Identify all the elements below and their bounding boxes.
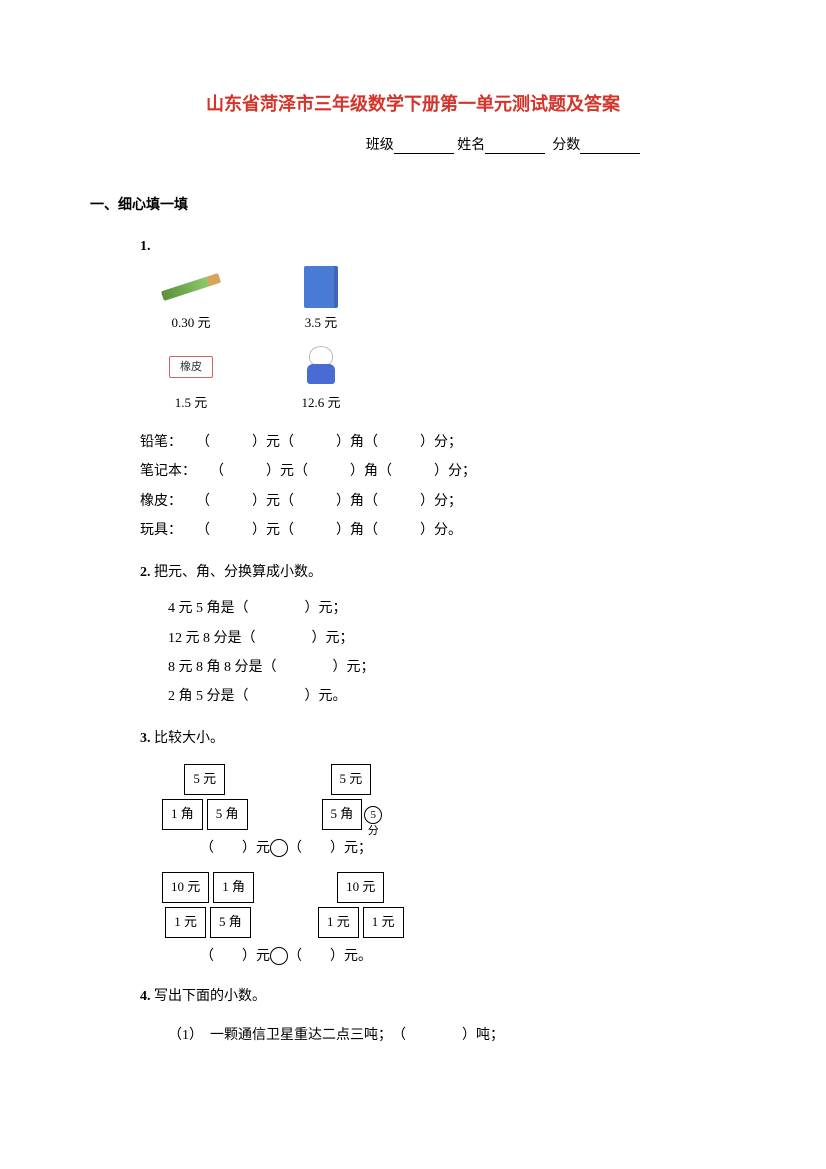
q1-row: 笔记本： （ ）元（ ）角（ ）分； [140,457,736,486]
toy-price: 12.6 元 [276,391,366,416]
score-blank[interactable] [580,140,640,154]
q1: 1. 0.30 元 3.5 元 橡皮 1.5 元 12.6 元 [140,234,736,546]
q3-text: 比较大小。 [154,731,224,746]
q2-line-3: 8 元 8 角 8 分是（ ）元； [168,653,736,682]
student-info-line: 班级 姓名 分数 [90,134,736,154]
notebook-icon [304,266,338,308]
q2-line-2: 12 元 8 分是（ ）元； [168,624,736,653]
coin-circle: 5 分 [364,806,382,824]
notebook-price: 3.5 元 [276,311,366,336]
box: 5 角 [322,799,363,830]
toy-icon [304,346,338,388]
section-1-heading: 一、细心填一填 [90,194,736,214]
box: 10 元 [337,872,384,903]
box: 5 角 [207,799,248,830]
box: 1 角 [162,799,203,830]
q1-number: 1. [140,239,151,254]
section-1-body: 1. 0.30 元 3.5 元 橡皮 1.5 元 12.6 元 [90,234,736,1050]
box: 10 元 [162,872,209,903]
q2-line-1: 4 元 5 角是（ ）元； [168,594,736,623]
item-eraser: 橡皮 1.5 元 [146,347,236,416]
q2-number: 2. [140,565,151,580]
q2: 2. 把元、角、分换算成小数。 4 元 5 角是（ ）元； 12 元 8 分是（… [140,560,736,712]
box: 5 元 [184,764,225,795]
box: 1 元 [363,907,404,938]
pencil-price: 0.30 元 [146,311,236,336]
q1-row: 玩具： （ ）元（ ）角（ ）分。 [140,516,736,545]
box: 1 角 [213,872,254,903]
name-label: 姓名 [457,138,485,153]
q3-compare-1: （ ）元（ ）元； [160,836,736,863]
pencil-icon [161,273,221,301]
score-label: 分数 [552,138,580,153]
box: 5 元 [331,764,372,795]
item-notebook: 3.5 元 [276,267,366,336]
q3-number: 3. [140,731,151,746]
page: 山东省菏泽市三年级数学下册第一单元测试题及答案 班级 姓名 分数 一、细心填一填… [0,0,826,1104]
box: 5 角 [210,907,251,938]
eraser-icon: 橡皮 [169,356,213,378]
item-pencil: 0.30 元 [146,267,236,336]
q4: 4. 写出下面的小数。 （1） 一颗通信卫星重达二点三吨； （ ）吨； [140,984,736,1050]
class-label: 班级 [366,138,394,153]
q1-row: 橡皮： （ ）元（ ）角（ ）分； [140,487,736,516]
q1-row: 铅笔： （ ）元（ ）角（ ）分； [140,428,736,457]
name-blank[interactable] [485,140,545,154]
q4-number: 4. [140,989,151,1004]
q3-set2: 10 元1 角 1 元5 角 10 元 1 元1 元 （ ）元（ ）元。 [140,870,736,970]
box: 1 元 [165,907,206,938]
q3-compare-2: （ ）元（ ）元。 [160,944,736,971]
q2-line-4: 2 角 5 分是（ ）元。 [168,682,736,711]
compare-circle[interactable] [270,839,288,857]
q2-text: 把元、角、分换算成小数。 [154,565,322,580]
q3: 3. 比较大小。 5 元 1 角5 角 5 元 5 角5 分 （ ）元（ ）元； [140,726,736,971]
box: 1 元 [318,907,359,938]
item-toy: 12.6 元 [276,347,366,416]
eraser-price: 1.5 元 [146,391,236,416]
q4-line-1: （1） 一颗通信卫星重达二点三吨； （ ）吨； [168,1021,736,1050]
q4-text: 写出下面的小数。 [154,989,266,1004]
compare-circle[interactable] [270,947,288,965]
document-title: 山东省菏泽市三年级数学下册第一单元测试题及答案 [90,90,736,116]
q3-set1: 5 元 1 角5 角 5 元 5 角5 分 （ ）元（ ）元； [140,762,736,862]
class-blank[interactable] [394,140,454,154]
